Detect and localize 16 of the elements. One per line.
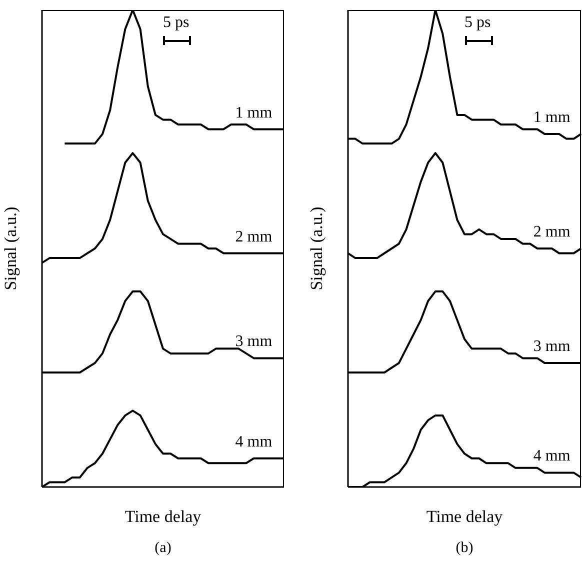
annotation: 5 ps	[163, 14, 190, 32]
annotation: 5 ps	[464, 14, 492, 32]
series-label: 3 mm	[533, 338, 571, 355]
series-label: 4 mm	[533, 448, 571, 465]
series-label: 2 mm	[533, 224, 571, 240]
series-label: 2 mm	[235, 228, 273, 246]
series-label: 1 mm	[533, 109, 571, 126]
x-axis-title: Time delay	[124, 507, 202, 526]
text: (b)	[454, 540, 474, 557]
series-label: 1 mm	[235, 104, 273, 122]
y-axis-title: Signal (a.u.)	[307, 206, 326, 290]
x-axis-title: Time delay	[426, 507, 504, 526]
y-axis-title: Signal (a.u.)	[1, 206, 20, 290]
series-label: 4 mm	[235, 433, 273, 450]
text: (a)	[154, 540, 172, 557]
series-label: 3 mm	[235, 333, 273, 350]
